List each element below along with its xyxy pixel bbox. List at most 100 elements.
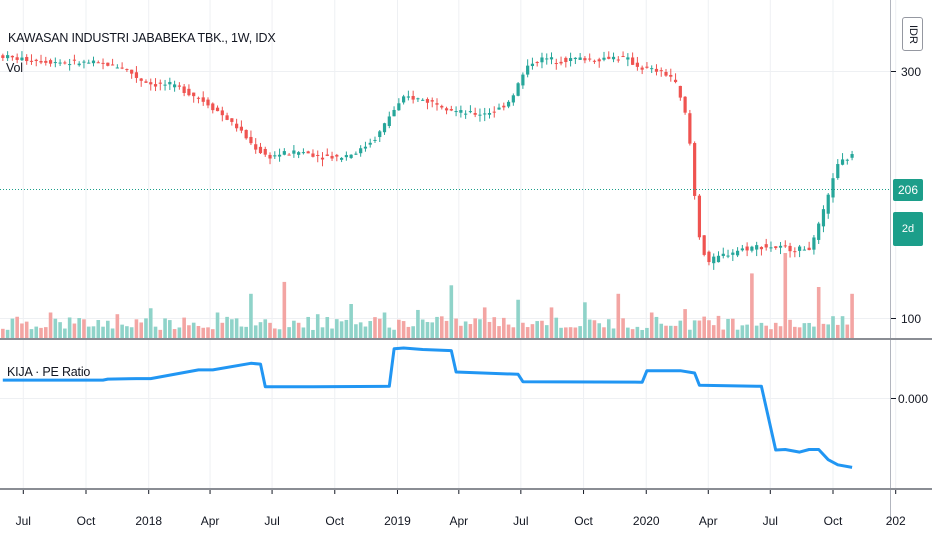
candle-body-48 bbox=[230, 118, 234, 122]
candle-body-12 bbox=[58, 62, 62, 64]
candle-body-60 bbox=[287, 154, 291, 156]
candle-body-41 bbox=[196, 97, 201, 99]
volume-bar-47 bbox=[225, 316, 229, 338]
candle-body-26 bbox=[125, 69, 129, 71]
volume-bar-88 bbox=[420, 319, 425, 338]
volume-bar-132 bbox=[630, 329, 635, 338]
candle-body-19 bbox=[91, 60, 96, 64]
volume-bar-124 bbox=[592, 320, 597, 338]
volume-bar-150 bbox=[716, 315, 721, 338]
volume-bar-111 bbox=[530, 324, 535, 338]
volume-bar-93 bbox=[444, 320, 449, 338]
volume-bar-76 bbox=[363, 326, 368, 338]
candle-body-59 bbox=[282, 151, 286, 155]
candle-body-17 bbox=[82, 61, 86, 63]
volume-bar-69 bbox=[330, 328, 334, 338]
volume-bar-87 bbox=[416, 309, 420, 338]
volume-bar-138 bbox=[659, 323, 664, 338]
volume-bar-78 bbox=[373, 317, 377, 338]
candle-body-14 bbox=[68, 64, 72, 66]
volume-bar-134 bbox=[640, 329, 644, 338]
volume-bar-72 bbox=[344, 319, 349, 338]
volume-bar-136 bbox=[649, 312, 654, 338]
candle-body-133 bbox=[635, 62, 639, 67]
volume-bar-68 bbox=[325, 317, 330, 338]
candle-body-79 bbox=[378, 131, 382, 138]
candle-body-69 bbox=[330, 155, 334, 159]
candle-body-168 bbox=[802, 249, 806, 251]
candle-body-145 bbox=[693, 143, 697, 196]
volume-bar-170 bbox=[812, 326, 816, 338]
candle-body-100 bbox=[478, 114, 482, 116]
candle-body-115 bbox=[549, 57, 554, 60]
candle-body-55 bbox=[263, 148, 267, 155]
candle-body-30 bbox=[144, 81, 148, 83]
candle-body-36 bbox=[173, 84, 177, 88]
volume-bar-44 bbox=[210, 329, 215, 338]
volume-bar-102 bbox=[487, 321, 492, 338]
x-tick-8: Jul bbox=[513, 514, 528, 528]
candle-body-95 bbox=[454, 111, 458, 113]
volume-bar-175 bbox=[835, 324, 840, 338]
candle-body-121 bbox=[578, 57, 582, 60]
candle-body-113 bbox=[540, 57, 544, 63]
volume-bar-171 bbox=[816, 287, 821, 338]
candle-body-9 bbox=[44, 60, 48, 63]
candle-body-155 bbox=[740, 248, 744, 251]
volume-bar-85 bbox=[406, 326, 411, 338]
volume-bar-159 bbox=[759, 322, 764, 338]
candle-body-135 bbox=[645, 66, 649, 68]
candle-body-96 bbox=[459, 110, 463, 113]
candle-body-158 bbox=[755, 245, 759, 250]
volume-bar-178 bbox=[850, 293, 854, 338]
volume-bar-20 bbox=[96, 320, 101, 338]
volume-bar-27 bbox=[129, 327, 134, 338]
candle-body-32 bbox=[153, 84, 158, 87]
x-tick-3: Apr bbox=[201, 514, 220, 528]
candle-body-151 bbox=[721, 253, 725, 257]
currency-button[interactable]: IDR bbox=[902, 17, 923, 51]
volume-bar-122 bbox=[583, 302, 587, 338]
volume-bar-105 bbox=[502, 317, 506, 338]
volume-bar-70 bbox=[335, 319, 339, 338]
candle-body-88 bbox=[421, 99, 425, 101]
candle-body-18 bbox=[87, 62, 91, 64]
x-tick-2: 2018 bbox=[135, 514, 162, 528]
volume-bar-80 bbox=[382, 312, 387, 338]
price-scale[interactable]: 300 100 0.000 bbox=[891, 65, 928, 406]
volume-bar-16 bbox=[77, 318, 81, 338]
candle-body-138 bbox=[659, 70, 663, 72]
pe-ratio-series bbox=[2, 346, 853, 469]
volume-bar-28 bbox=[134, 319, 139, 338]
candle-body-2 bbox=[10, 55, 14, 58]
candle-body-62 bbox=[297, 152, 301, 155]
candle-body-16 bbox=[77, 63, 81, 66]
volume-bar-30 bbox=[144, 318, 148, 338]
candle-body-172 bbox=[821, 209, 826, 227]
time-axis[interactable]: Jul Oct 2018 Apr Jul Oct 2019 Apr Jul Oct 2020 Apr J… bbox=[16, 490, 906, 528]
candle-body-7 bbox=[34, 59, 38, 61]
volume-bar-123 bbox=[587, 319, 592, 338]
volume-bar-11 bbox=[53, 318, 58, 338]
x-tick-9: Oct bbox=[574, 514, 593, 528]
candle-body-46 bbox=[220, 110, 224, 116]
volume-bar-50 bbox=[239, 326, 244, 338]
candle-body-109 bbox=[521, 74, 525, 86]
candle-body-166 bbox=[793, 251, 797, 253]
volume-bar-131 bbox=[626, 327, 630, 338]
volume-bar-125 bbox=[597, 323, 602, 338]
candle-body-85 bbox=[406, 96, 410, 98]
volume-bar-153 bbox=[731, 318, 735, 338]
volume-bar-7 bbox=[34, 326, 39, 338]
volume-bar-65 bbox=[311, 329, 315, 338]
candle-body-163 bbox=[778, 245, 783, 248]
candle-body-80 bbox=[382, 123, 387, 133]
candle-body-139 bbox=[664, 71, 668, 76]
volume-bar-108 bbox=[516, 299, 520, 338]
volume-bar-82 bbox=[392, 329, 396, 338]
y-tick-300: 300 bbox=[901, 65, 921, 79]
candle-body-49 bbox=[235, 123, 239, 129]
candle-body-140 bbox=[669, 74, 673, 77]
volume-bar-100 bbox=[478, 319, 482, 338]
